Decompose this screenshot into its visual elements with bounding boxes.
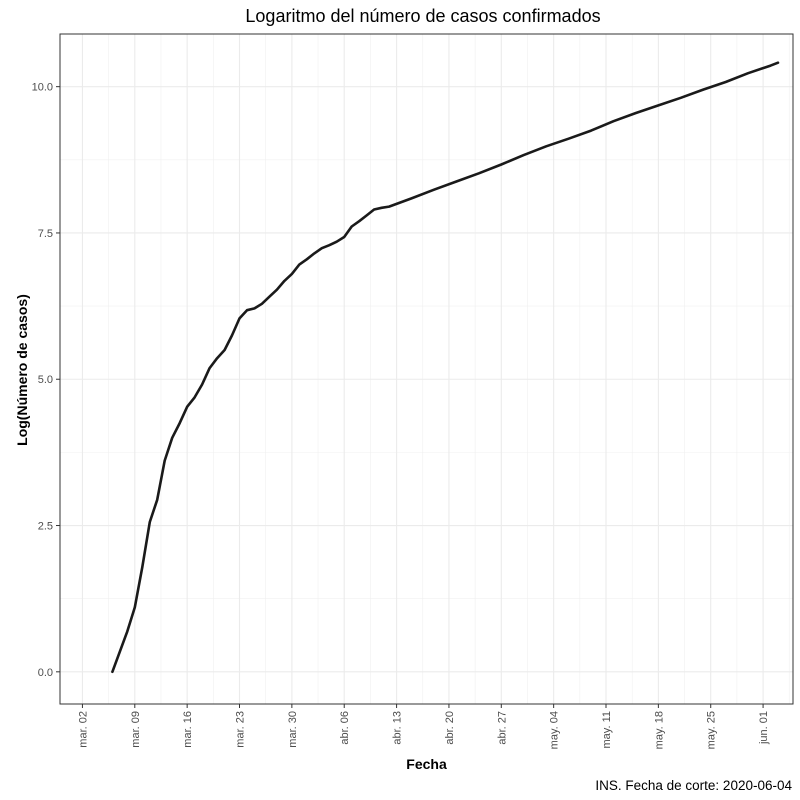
y-tick-label: 0.0: [38, 667, 53, 679]
x-tick-label: may. 04: [549, 711, 561, 749]
major-gridlines: [60, 34, 793, 704]
x-tick-label: mar. 02: [77, 711, 89, 748]
x-tick-label: mar. 23: [235, 711, 247, 748]
y-tick-label: 2.5: [38, 521, 53, 533]
y-tick-label: 5.0: [38, 374, 53, 386]
x-tick-label: abr. 06: [339, 711, 351, 745]
chart-title: Logaritmo del número de casos confirmado…: [245, 6, 601, 26]
y-tick-label: 7.5: [38, 228, 53, 240]
x-tick-label: mar. 09: [130, 711, 142, 748]
x-axis: mar. 02 mar. 09 mar. 16 mar. 23 mar. 30 abr. …: [77, 704, 770, 749]
chart-caption: INS. Fecha de corte: 2020-06-04: [595, 778, 792, 793]
x-tick-label: may. 18: [653, 711, 665, 749]
x-tick-label: abr. 27: [496, 711, 508, 745]
x-tick-label: abr. 20: [444, 711, 456, 745]
x-tick-label: mar. 16: [182, 711, 194, 748]
minor-gridlines: [60, 34, 793, 704]
series-layer: [111, 61, 780, 674]
x-tick-label: abr. 13: [392, 711, 404, 745]
y-tick-label: 10.0: [32, 82, 53, 94]
x-tick-label: may. 25: [706, 711, 718, 749]
series-line: [111, 61, 780, 674]
x-tick-label: jun. 01: [758, 711, 770, 745]
y-axis-label: Log(Número de casos): [14, 294, 30, 446]
x-tick-label: may. 11: [601, 711, 613, 749]
panel-border: [59, 33, 794, 705]
x-tick-label: mar. 30: [287, 711, 299, 748]
y-axis: 0.0 2.5 5.0 7.5 10.0: [32, 82, 60, 679]
x-axis-label: Fecha: [406, 756, 447, 772]
